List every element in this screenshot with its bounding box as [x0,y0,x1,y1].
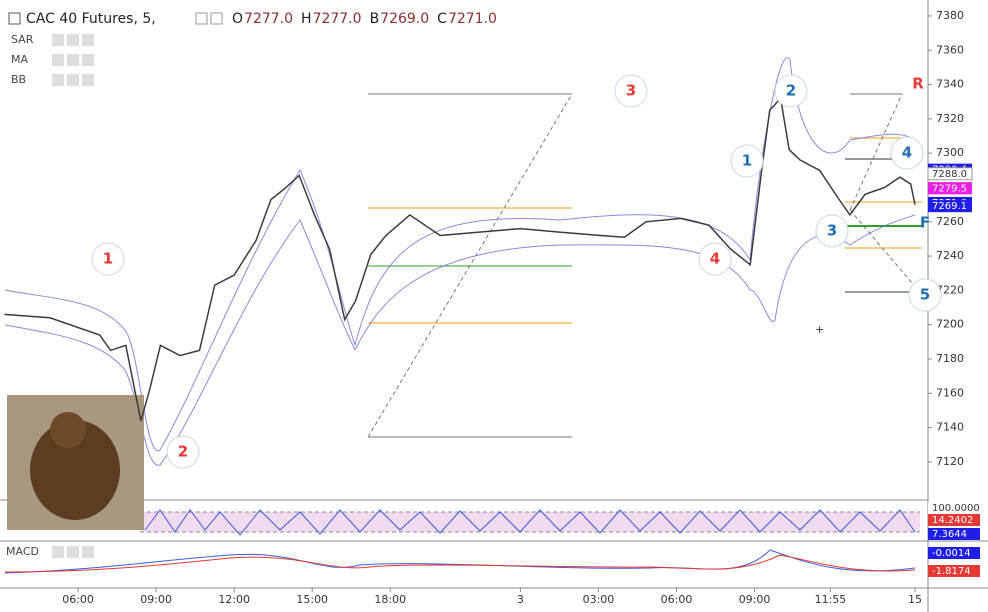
ohlc-name: H [301,11,312,27]
y-tick-label: 7140 [936,421,964,434]
photo [7,395,144,530]
drawings: + [4,57,922,466]
price-label-bg [928,182,972,195]
ohlc-value: 7277.0 [313,11,362,27]
y-tick-label: 7160 [936,386,964,399]
wave-circle [614,74,648,108]
x-tick-label: 15 [908,593,922,606]
price-label-bg [927,167,973,181]
osc-line [144,509,916,536]
x-tick-label: 09:00 [140,593,172,606]
ohlc-value: 7277.0 [244,11,293,27]
price-label: 7279.5 [932,183,967,194]
wave-circle [698,242,732,276]
indicator-button[interactable] [67,54,79,66]
wave-circle [730,144,764,178]
y-tick-label: 7120 [936,455,964,468]
y-tick-label: 7240 [936,249,964,262]
osc-label-bg [928,547,980,559]
indicator-label: MA [11,53,28,66]
indicator-button[interactable] [67,546,79,558]
wave-circle [166,435,200,469]
osc-label: -1.8174 [932,566,971,577]
signal-line [4,554,916,573]
ohlc-value: 7271.0 [448,11,497,27]
wave-circle [908,278,942,312]
wave-label: 4 [710,250,720,268]
indicator-button[interactable] [82,546,94,558]
wave-label: 2 [786,82,796,100]
ohlc-name: O [232,11,243,27]
indicator-button[interactable] [67,34,79,46]
x-tick-label: 03:00 [583,593,615,606]
osc-label-bg [928,514,980,526]
x-tick-label: 06:00 [62,593,94,606]
settings-icon [210,12,223,25]
y-tick-label: 7300 [936,146,964,159]
wave-label: 3 [626,82,636,100]
symbol-title: CAC 40 Futures, 5, [26,11,156,27]
settings-icon [195,12,208,25]
indicator-button[interactable] [52,34,64,46]
wave-label: 1 [742,152,752,170]
osc-band [140,512,920,532]
wave-label: 2 [178,443,188,461]
x-tick-label: 09:00 [739,593,771,606]
wave-circle [815,214,849,248]
y-tick-label: 7340 [936,78,964,91]
y-tick-label: 7380 [936,9,964,22]
macd-label: MACD [6,545,39,558]
y-tick-label: 7180 [936,352,964,365]
y-tick-label: 7260 [936,215,964,228]
price-label: 7269.1 [932,201,967,212]
macd-line [4,549,916,574]
price-label: 7288.0 [932,169,967,180]
x-tick-label: 15:00 [296,593,328,606]
wave-label: 5 [920,286,930,304]
wave-label: 3 [827,222,837,240]
osc-label-bg [928,502,980,514]
wave-circle [890,136,924,170]
ohlc-name: C [437,11,447,27]
x-tick-label: 06:00 [661,593,693,606]
x-tick-label: 3 [517,593,524,606]
x-tick-label: 12:00 [218,593,250,606]
indicator-button[interactable] [82,54,94,66]
osc-label-bg [928,528,980,540]
y-tick-label: 7220 [936,283,964,296]
osc-label: 14.2402 [932,515,973,526]
indicator-button[interactable] [52,74,64,86]
price-line [4,96,916,422]
indicator-label: BB [11,73,26,86]
osc-label-bg [928,565,980,577]
svg-text:+: + [815,323,824,336]
ohlc-name: B [370,11,380,27]
indicator-button[interactable] [52,546,64,558]
y-tick-label: 7200 [936,318,964,331]
osc-label: 7.3644 [932,529,967,540]
y-tick-label: 7320 [936,112,964,125]
ohlc-value: 7269.0 [380,11,429,27]
x-tick-label: 18:00 [374,593,406,606]
indicator-label: SAR [11,33,34,46]
indicator-button[interactable] [67,74,79,86]
wave-label: 1 [103,250,113,268]
collapse-icon[interactable] [8,12,21,25]
indicator-button[interactable] [52,54,64,66]
price-label-bg [928,200,972,213]
indicator-button[interactable] [82,34,94,46]
wave-label: 4 [902,144,912,162]
wave-circle [774,74,808,108]
wave-circle [91,242,125,276]
header: CAC 40 Futures, 5, [8,11,156,27]
osc-label: 100.0000 [932,503,980,514]
wave-label: F [920,214,930,232]
indicator-button[interactable] [82,74,94,86]
x-tick-label: 11:55 [815,593,847,606]
wave-label: R [912,75,924,93]
osc-label: -0.0014 [932,548,971,559]
y-tick-label: 7360 [936,43,964,56]
